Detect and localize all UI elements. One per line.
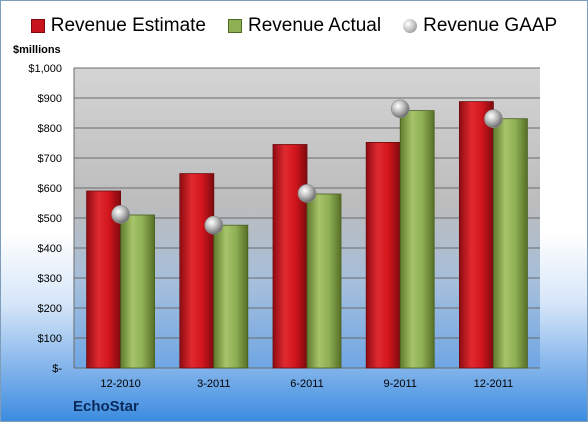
- legend-label-gaap: Revenue GAAP: [423, 15, 558, 36]
- x-tick-label: 12-2010: [100, 378, 140, 390]
- y-tick-label: $-: [52, 363, 62, 375]
- bar-revenue-estimate: [179, 173, 215, 369]
- y-tick-label: $800: [38, 123, 62, 135]
- point-revenue-gaap: [111, 205, 130, 224]
- y-tick-label: $200: [38, 303, 62, 315]
- y-tick-label: $700: [38, 153, 62, 165]
- bar-revenue-actual: [399, 110, 435, 369]
- bar-revenue-estimate: [458, 101, 494, 369]
- legend-label-estimate: Revenue Estimate: [50, 15, 206, 36]
- y-tick-label: $100: [38, 333, 62, 345]
- legend-swatch-gaap: [403, 19, 418, 33]
- y-tick-label: $400: [38, 243, 62, 255]
- point-revenue-gaap: [484, 109, 503, 128]
- legend-swatch-actual: [228, 19, 242, 33]
- legend-item-estimate: Revenue Estimate: [30, 15, 206, 37]
- x-tick-label: 6-2011: [290, 378, 323, 390]
- bar-revenue-actual: [213, 224, 249, 369]
- y-tick-label: $500: [38, 213, 62, 225]
- y-tick-label: $900: [38, 93, 62, 105]
- y-tick-label: $1,000: [28, 63, 62, 75]
- brand-label: EchoStar: [73, 398, 139, 415]
- point-revenue-gaap: [297, 184, 317, 203]
- legend: Revenue Estimate Revenue Actual Revenue …: [1, 15, 587, 37]
- legend-label-actual: Revenue Actual: [248, 15, 382, 36]
- bar-revenue-estimate: [365, 141, 401, 369]
- legend-swatch-estimate: [30, 19, 45, 33]
- x-tick-label: 9-2011: [383, 378, 416, 390]
- point-revenue-gaap: [390, 99, 410, 119]
- bar-revenue-actual: [120, 214, 155, 369]
- bar-revenue-actual: [306, 193, 342, 369]
- legend-item-gaap: Revenue GAAP: [403, 15, 557, 37]
- point-revenue-gaap: [204, 215, 224, 235]
- bar-revenue-estimate: [272, 144, 308, 369]
- y-axis-unit-label: $millions: [13, 44, 61, 56]
- legend-item-actual: Revenue Actual: [228, 15, 381, 37]
- x-tick-label: 3-2011: [197, 378, 230, 390]
- y-tick-label: $300: [38, 273, 62, 285]
- y-tick-label: $600: [38, 183, 62, 195]
- x-tick-label: 12-2011: [474, 378, 514, 390]
- bar-revenue-actual: [492, 118, 528, 369]
